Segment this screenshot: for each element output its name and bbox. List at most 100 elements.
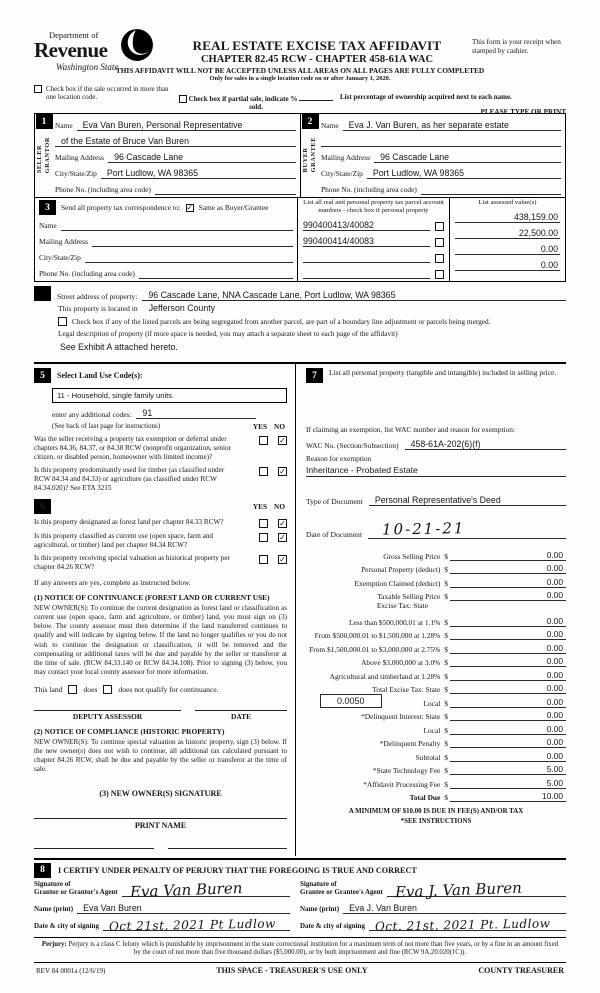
assessor-date-line[interactable]: DATE [195,710,287,721]
section-3-number: 3 [39,200,56,216]
signature-line[interactable] [167,847,287,852]
perjury-notice: Perjury: Perjury is a class C felony whi… [34,936,566,963]
tax-value-field[interactable]: 0.00 [450,656,566,668]
parcel-number-field[interactable] [303,268,430,280]
correspondence-phone-field[interactable] [138,268,293,280]
tax-value-field[interactable]: 10.00 [450,791,566,803]
assessed-value-field[interactable]: 22,500.00 [455,228,560,240]
seller-name-row-2: of the Estate of Bruce Van Buren [55,131,296,148]
buyer-name-field-2[interactable] [321,136,561,148]
correspondence-city-field[interactable] [84,252,293,264]
tax-value-field[interactable]: 5.00 [450,764,566,776]
current-use-question: Is this property classified as current u… [34,532,287,550]
buyer-phone-field[interactable] [420,184,561,196]
parcel-row [303,247,444,264]
parcel-number-field[interactable]: 990400413/40082 [303,220,430,232]
signature-line[interactable] [34,847,154,852]
buyer-city-field[interactable]: Port Ludlow, WA 98365 [366,168,561,180]
does-checkbox[interactable] [68,685,78,695]
grantor-signature-handwriting: Eva Van Buren [129,878,243,901]
q-yes-checkbox[interactable] [259,533,268,543]
deputy-assessor-line[interactable]: DEPUTY ASSESSOR [34,710,182,721]
land-use-code-field[interactable]: 11 - Household, single family units [52,388,287,404]
grantee-date-handwriting: Oct. 21st, 2021 Pt. Ludlow [374,915,551,934]
section-8-number: 8 [34,862,51,878]
tax-value-field[interactable]: 0.00 [450,563,566,575]
personal-property-checkbox[interactable] [435,238,444,248]
tax-value-field[interactable]: 0.00 [450,670,566,681]
grantee-name-print-field[interactable]: Eva J. Van Buren [343,903,566,914]
tax-value-field[interactable]: 5.00 [450,778,566,789]
tax-value-field[interactable]: 0.00 [450,683,566,695]
additional-codes-field[interactable]: 91 [136,408,257,420]
multi-location-checkbox[interactable] [34,85,42,93]
grantor-date-handwriting: Oct 21st, 2021 Pt Ludlow [108,916,276,933]
tax-value-field[interactable]: 0.00 [450,724,566,735]
assessed-value-field[interactable]: 0.00 [455,244,560,256]
buyer-name-field[interactable]: Eva J. Van Buren, as her separate estate [342,120,561,132]
does-not-checkbox[interactable] [103,685,113,695]
grantor-name-print-field[interactable]: Eva Van Buren [77,903,290,914]
tax-value-field[interactable]: 0.00 [450,643,566,654]
tax-value-field[interactable]: 0.00 [450,697,566,708]
county-field[interactable]: Jefferson County [148,303,216,314]
reason-for-exemption-field[interactable]: Inheritance - Probated Estate [306,465,566,478]
section-4-number [34,286,51,302]
extra-signature-lines [34,847,287,852]
print-name-line[interactable]: PRINT NAME [34,817,287,830]
seller-mailing-field[interactable]: 96 Cascade Lane [108,152,296,164]
correspondence-name-field[interactable] [60,220,293,232]
q-no-checkbox[interactable]: ✓ [278,532,287,543]
type-of-document-field[interactable]: Personal Representative's Deed [368,495,566,507]
personal-property-checkbox[interactable] [435,222,444,232]
tax-value-field[interactable]: 0.00 [450,616,566,627]
seller-city-field[interactable]: Port Ludlow, WA 98365 [100,168,296,180]
q-yes-checkbox[interactable] [259,555,268,565]
see-instructions-note: *SEE INSTRUCTIONS [400,818,472,826]
parcel-number-field[interactable] [303,252,430,264]
local-rate-box[interactable]: 0.0050 [320,693,382,708]
wac-number-field[interactable]: 458-61A-202(6)(f) [404,439,566,451]
personal-property-checkbox[interactable] [435,270,444,280]
date-of-document-field[interactable]: 10-21-21 [368,520,566,540]
seller-phone-field[interactable] [154,184,296,196]
legal-description-value[interactable]: See Exhibit A attached hereto. [60,342,178,353]
segregated-checkbox[interactable] [58,317,67,327]
assessed-value-field[interactable]: 438,159.00 [455,212,560,224]
tax-value-field[interactable]: 0.00 [450,550,566,561]
buyer-mailing-field[interactable]: 96 Cascade Lane [374,152,561,164]
q-no-checkbox[interactable]: ✓ [278,435,287,446]
correspondence-mailing-field[interactable] [92,236,293,248]
seller-name-field[interactable]: Eva Van Buren, Personal Representative [76,120,296,132]
personal-property-checkbox[interactable] [435,254,444,264]
partial-sale-percent-field[interactable] [299,93,334,101]
assessed-value-field[interactable]: 0.00 [455,260,560,272]
certify-statement: I CERTIFY UNDER PENALTY OF PERJURY THAT … [58,865,417,875]
q-yes-checkbox[interactable] [259,436,268,446]
send-correspondence-label: Send all property tax correspondence to: [61,203,181,213]
grantor-date-city-field[interactable]: Oct 21st, 2021 Pt Ludlow [102,916,290,933]
tax-value-field[interactable]: 0.00 [450,751,566,762]
q-no-checkbox[interactable]: ✓ [278,554,287,565]
street-address-field[interactable]: 96 Cascade Lane, NNA Cascade Lane, Port … [142,290,566,302]
partial-sale-checkbox[interactable] [178,95,187,104]
q-yes-checkbox[interactable] [259,467,268,477]
tax-value-field[interactable]: 0.00 [450,629,566,641]
form-chapter: CHAPTER 82.45 RCW - CHAPTER 458-61A WAC [200,54,434,65]
partial-sale-label: Check box if partial sale, indicate % [188,95,298,103]
q-no-checkbox[interactable]: ✓ [278,518,287,529]
form-title: REAL ESTATE EXCISE TAX AFFIDAVIT [192,38,442,53]
grantee-signature-field[interactable]: Eva J. Van Buren [386,878,566,901]
parcel-number-field[interactable]: 990400414/40083 [303,236,430,248]
grantor-signature-field[interactable]: Eva Van Buren [121,879,290,900]
tax-value-field[interactable]: 0.00 [450,737,566,749]
seller-name-field-2[interactable]: of the Estate of Bruce Van Buren [55,136,296,148]
same-as-buyer-checkbox[interactable]: ✓ [185,202,194,212]
tax-value-field[interactable]: 0.00 [450,577,566,588]
tax-value-field[interactable]: 0.00 [450,710,566,722]
q-yes-checkbox[interactable] [259,519,268,529]
tax-value-field[interactable]: 0.00 [450,590,566,602]
grantee-date-city-field[interactable]: Oct. 21st, 2021 Pt. Ludlow [368,915,566,934]
q-no-checkbox[interactable]: ✓ [278,466,287,477]
